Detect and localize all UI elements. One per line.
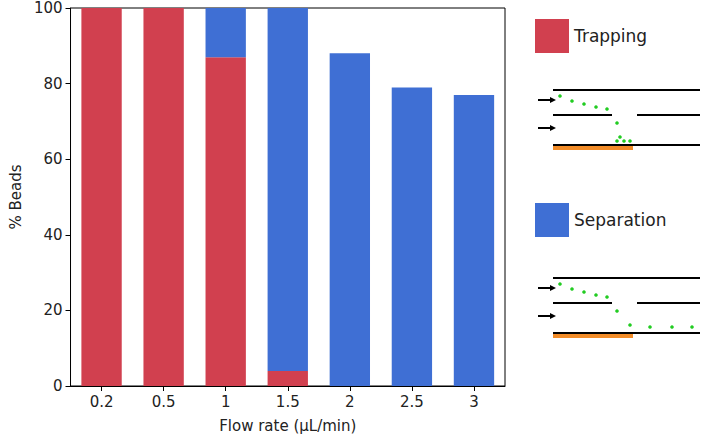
- svg-text:3: 3: [469, 393, 479, 411]
- svg-text:2: 2: [345, 393, 355, 411]
- svg-text:Separation: Separation: [574, 210, 666, 230]
- svg-text:1.5: 1.5: [276, 393, 300, 411]
- svg-text:80: 80: [43, 75, 62, 93]
- svg-text:% Beads: % Beads: [7, 164, 25, 229]
- svg-text:40: 40: [43, 226, 62, 244]
- svg-text:0.5: 0.5: [152, 393, 176, 411]
- svg-text:20: 20: [43, 301, 62, 319]
- svg-text:1: 1: [221, 393, 231, 411]
- svg-text:Trapping: Trapping: [573, 26, 647, 46]
- svg-text:60: 60: [43, 150, 62, 168]
- svg-text:0: 0: [53, 377, 63, 395]
- svg-text:0.2: 0.2: [90, 393, 114, 411]
- svg-text:2.5: 2.5: [400, 393, 424, 411]
- svg-text:Flow rate (µL/min): Flow rate (µL/min): [219, 417, 356, 435]
- svg-text:100: 100: [34, 0, 63, 17]
